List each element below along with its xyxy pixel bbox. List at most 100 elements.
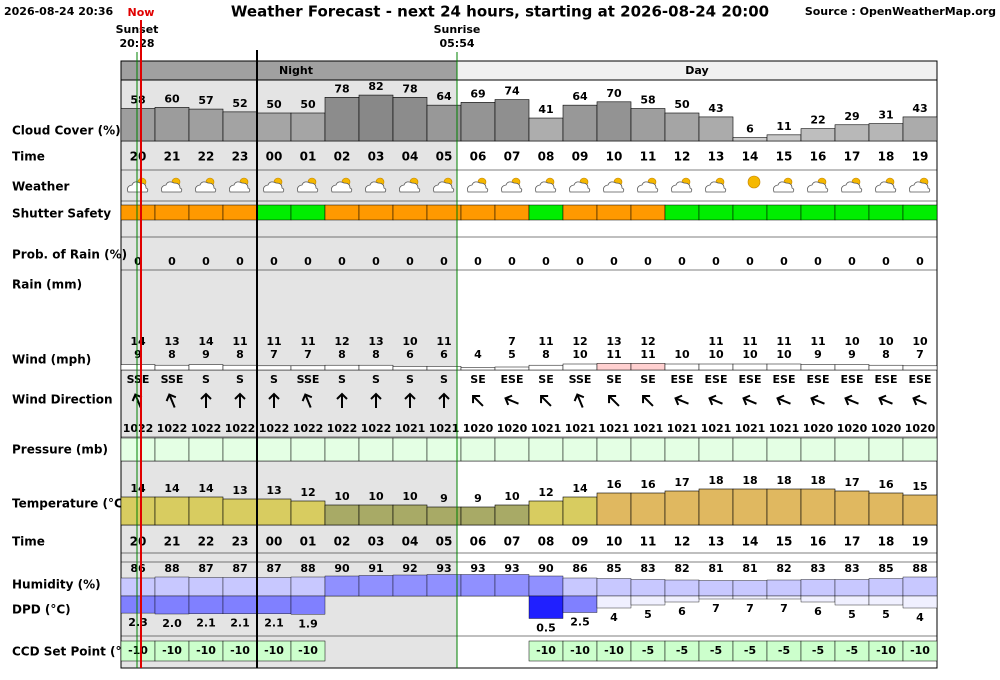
pressure-value: 1020	[497, 422, 528, 435]
cloud-bar	[528, 117, 564, 142]
cloud-bar	[120, 108, 156, 142]
cloud	[637, 181, 659, 193]
dpd-value: 5	[848, 608, 856, 621]
wind-arrow	[404, 392, 416, 408]
pressure-cell	[800, 437, 836, 462]
row-label: Time	[12, 150, 45, 164]
pressure-cell	[596, 437, 632, 462]
rain-prob: 0	[542, 255, 550, 268]
wind-gust: 11	[436, 335, 451, 348]
humidity-value: 88	[912, 562, 927, 575]
dpd-value: 4	[916, 611, 924, 624]
hour-label: 06	[470, 150, 487, 164]
hour-label: 10	[606, 150, 623, 164]
wind-speed: 8	[372, 348, 380, 361]
humidity-bar	[290, 576, 326, 597]
sunrise-label: Sunrise	[434, 23, 481, 36]
shutter-cell	[630, 204, 666, 221]
temperature-bar	[528, 500, 564, 526]
pressure-value: 1022	[225, 422, 256, 435]
wind-speed: 8	[338, 348, 346, 361]
temperature-bar	[358, 504, 394, 526]
wind-direction: SSE	[127, 373, 150, 386]
rain-prob: 0	[780, 255, 788, 268]
rain-prob: 0	[814, 255, 822, 268]
wind-arrow	[878, 394, 893, 406]
cloud-value: 50	[674, 98, 690, 111]
wind-direction: ESE	[671, 373, 694, 386]
shutter-cell	[732, 204, 768, 221]
temperature-value: 18	[708, 474, 723, 487]
pressure-cell	[358, 437, 394, 462]
dpd-bar	[256, 595, 292, 614]
hour-label: 05	[436, 535, 453, 549]
weather-icon	[569, 177, 591, 193]
wind-direction: ESE	[875, 373, 898, 386]
cloud	[365, 181, 387, 193]
humidity-value: 88	[300, 562, 315, 575]
dpd-bar	[800, 595, 836, 603]
weather-icon	[637, 177, 659, 193]
humidity-bar	[800, 579, 836, 597]
temperature-value: 9	[474, 492, 482, 505]
cloud-value: 60	[164, 92, 180, 105]
temperature-bar	[664, 490, 700, 526]
temperature-value: 14	[130, 482, 146, 495]
shutter-cell	[834, 204, 870, 221]
pressure-cell	[766, 437, 802, 462]
weather-icon	[467, 177, 489, 193]
humidity-value: 83	[640, 562, 655, 575]
cloud	[229, 181, 251, 193]
humidity-value: 91	[368, 562, 383, 575]
weather-icon	[603, 177, 625, 193]
humidity-value: 85	[606, 562, 621, 575]
wind-gust: 12	[572, 335, 587, 348]
cloud	[875, 181, 897, 193]
temperature-bar	[868, 492, 904, 526]
shutter-cell	[324, 204, 360, 221]
pressure-cell	[494, 437, 530, 462]
wind-bar	[120, 364, 156, 371]
pressure-cell	[324, 437, 360, 462]
dpd-value: 7	[746, 602, 754, 615]
wind-bar	[800, 364, 836, 371]
ccd-value: -10	[570, 644, 590, 657]
hour-label: 03	[368, 150, 385, 164]
humidity-value: 81	[742, 562, 757, 575]
wind-bar	[290, 365, 326, 371]
hour-label: 01	[300, 150, 317, 164]
hour-label: 15	[776, 150, 793, 164]
hour-label: 19	[912, 535, 929, 549]
wind-arrow	[844, 394, 859, 406]
wind-speed: 9	[202, 348, 210, 361]
cloud-value: 22	[810, 114, 825, 127]
wind-gust: 13	[606, 335, 621, 348]
cloud-bar	[630, 108, 666, 142]
row-label: Cloud Cover (%)	[12, 124, 121, 138]
wind-direction: SE	[538, 373, 553, 386]
cloud	[671, 181, 693, 193]
humidity-bar	[698, 580, 734, 597]
weather-icon	[841, 177, 863, 193]
humidity-bar	[562, 577, 598, 597]
pressure-value: 1021	[769, 422, 800, 435]
hour-label: 08	[538, 150, 555, 164]
temperature-bar	[698, 488, 734, 526]
rain-prob: 0	[712, 255, 720, 268]
humidity-bar	[528, 575, 564, 597]
weather-icon	[501, 177, 523, 193]
cloud-value: 58	[640, 94, 655, 107]
wind-speed: 9	[848, 348, 856, 361]
wind-direction: SSE	[297, 373, 320, 386]
temperature-bar	[800, 488, 836, 526]
humidity-value: 90	[334, 562, 350, 575]
temperature-bar	[630, 492, 666, 526]
row-label: Humidity (%)	[12, 578, 101, 592]
humidity-value: 88	[164, 562, 179, 575]
hour-label: 00	[266, 535, 283, 549]
wind-speed: 8	[236, 348, 244, 361]
row-label: Wind (mph)	[12, 353, 91, 367]
cloud-value: 6	[746, 123, 754, 136]
humidity-value: 85	[878, 562, 893, 575]
wind-bar	[426, 366, 462, 371]
